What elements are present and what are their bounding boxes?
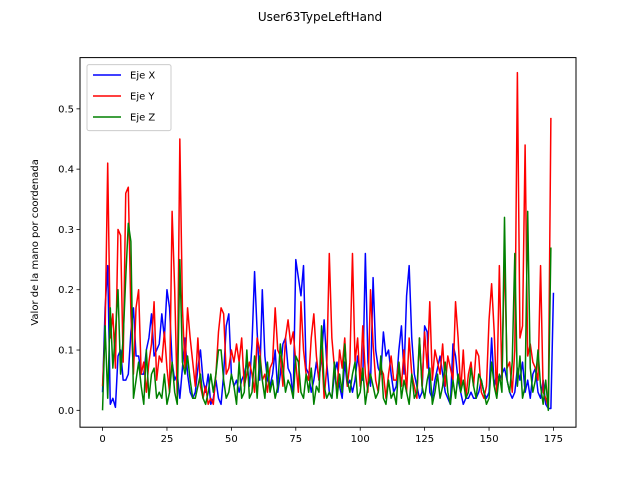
x-tick-label: 0 — [99, 434, 105, 445]
x-tick-label: 100 — [351, 434, 370, 445]
legend: Eje X Eje Y Eje Z — [86, 64, 172, 132]
x-tick-label: 25 — [161, 434, 174, 445]
legend-label-3: Eje Z — [130, 113, 155, 124]
chart-title: User63TypeLeftHand — [258, 10, 382, 24]
legend-label-1: Eje X — [130, 71, 155, 82]
legend-box — [86, 64, 172, 132]
legend-label-2: Eje Y — [130, 92, 155, 103]
y-tick-label: 0.4 — [58, 165, 74, 176]
y-axis-label: Valor de la mano por coordenada — [30, 159, 41, 326]
y-tick-label: 0.0 — [58, 406, 74, 417]
x-tick-label: 50 — [225, 434, 238, 445]
y-axis: 0.0 0.1 0.2 0.3 0.4 0.5 — [58, 104, 80, 417]
y-tick-label: 0.5 — [58, 104, 74, 115]
series-line-3 — [101, 210, 552, 412]
x-tick-label: 175 — [544, 434, 563, 445]
plot-frame — [79, 57, 577, 428]
x-tick-label: 125 — [415, 434, 434, 445]
y-tick-label: 0.1 — [58, 346, 74, 357]
x-tick-label: 75 — [289, 434, 302, 445]
y-tick-label: 0.2 — [58, 285, 74, 296]
x-axis: 0 25 50 75 100 125 150 175 — [99, 427, 563, 445]
y-tick-label: 0.3 — [58, 225, 74, 236]
x-tick-label: 150 — [479, 434, 498, 445]
series-layer — [101, 71, 555, 412]
